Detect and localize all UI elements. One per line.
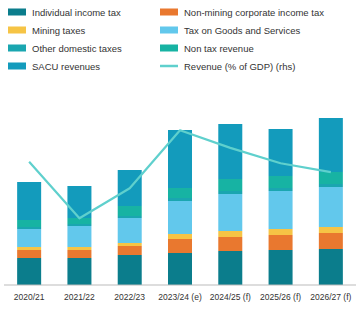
bar-segment (168, 234, 192, 239)
bar-segment (218, 237, 242, 251)
bar-segment (67, 258, 91, 285)
x-tick-label: 2025/26 (f) (260, 292, 301, 302)
bar-segment (17, 250, 41, 258)
x-axis: 2020/21 2021/22 2022/23 2023/24 (e) 2024/25 … (4, 285, 356, 302)
chart: Individual income tax Non-mining corporat… (0, 0, 360, 329)
bar-segment (269, 191, 293, 229)
legend-swatch (8, 9, 26, 16)
bar-segment (118, 243, 142, 246)
bar-segment (118, 216, 142, 218)
bar-segment (319, 118, 343, 172)
legend-swatch (160, 9, 178, 16)
revenue-line (29, 130, 331, 218)
bar-segment (218, 251, 242, 285)
bar-segment (269, 129, 293, 176)
x-tick-label: 2026/27 (f) (310, 292, 351, 302)
bar-segment (319, 249, 343, 285)
legend-swatch (8, 27, 26, 34)
bar-segment (269, 250, 293, 285)
bar-segment (67, 226, 91, 247)
legend-swatch (160, 45, 178, 52)
legend-swatch (8, 63, 26, 70)
bar-segment (17, 258, 41, 285)
legend-label: Individual income tax (32, 7, 121, 18)
bar-segment (269, 229, 293, 235)
legend-label: Tax on Goods and Services (184, 25, 300, 36)
legend-swatch (8, 45, 26, 52)
bar-segment (118, 218, 142, 243)
bar-segment (319, 187, 343, 227)
bar-segment (218, 191, 242, 194)
bar-segment (67, 247, 91, 250)
x-tick-label: 2021/22 (64, 292, 95, 302)
legend-label: Revenue (% of GDP) (rhs) (184, 61, 295, 72)
bar-segment (168, 198, 192, 201)
bar-segment (269, 188, 293, 191)
bar-segment (319, 227, 343, 233)
bar-segment (168, 201, 192, 234)
bar-segment (168, 253, 192, 285)
bar-segment (269, 176, 293, 188)
legend-swatch (160, 65, 178, 68)
bar-segment (269, 235, 293, 250)
bar-segment (17, 182, 41, 220)
bar-segment (67, 224, 91, 226)
x-tick-label: 2022/23 (114, 292, 145, 302)
line-layer (29, 130, 331, 218)
x-axis-line (4, 285, 356, 286)
bar-segment (17, 229, 41, 247)
legend-label: Mining taxes (32, 25, 86, 36)
bar-segment (319, 184, 343, 187)
bar-segment (17, 220, 41, 227)
bar-segment (17, 227, 41, 229)
bar-segment (319, 172, 343, 184)
bar-segment (319, 233, 343, 249)
legend-label: Other domestic taxes (32, 43, 122, 54)
bar-segment (17, 247, 41, 250)
bar-segment (67, 250, 91, 258)
legend: Individual income tax Non-mining corporat… (8, 7, 324, 72)
x-tick-label: 2024/25 (f) (210, 292, 251, 302)
bar-segment (118, 255, 142, 285)
legend-label: Non-mining corporate income tax (184, 7, 324, 18)
bar-segment (168, 239, 192, 253)
bars (17, 118, 343, 285)
bar-segment (218, 194, 242, 231)
bar-segment (118, 206, 142, 216)
bar-segment (168, 188, 192, 198)
bar-segment (118, 246, 142, 255)
bar-segment (218, 179, 242, 191)
x-tick-label: 2020/21 (14, 292, 45, 302)
legend-label: SACU revenues (32, 61, 100, 72)
x-tick-label: 2023/24 (e) (158, 292, 202, 302)
legend-swatch (160, 27, 178, 34)
legend-label: Non tax revenue (184, 43, 254, 54)
bar-segment (218, 231, 242, 237)
